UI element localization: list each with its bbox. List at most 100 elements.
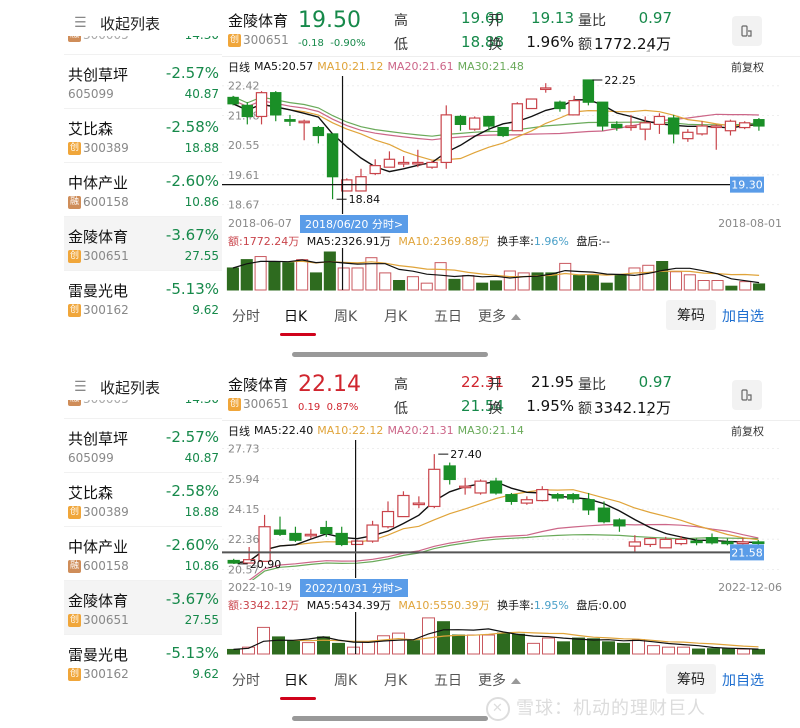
turnover-rate-value: 1.96% [533, 235, 569, 248]
stock-price: 10.86 [184, 195, 219, 209]
cursor-date-link[interactable]: 2018/06/20 分时> [300, 215, 409, 233]
watchlist-row[interactable]: 艾比森 -2.58% 创 300389 18.88 [64, 472, 222, 526]
watchlist-row[interactable]: 雷曼光电 -5.13% 创 300162 9.62 [64, 634, 222, 688]
stock-code-row: 创 300651 [68, 613, 129, 627]
watchlist-row[interactable]: 中体产业 -2.60% 融 600158 10.86 [64, 526, 222, 580]
tab-weekly-k[interactable]: 周K [334, 673, 358, 689]
tab-intraday[interactable]: 分时 [232, 309, 260, 325]
adjustment-toggle[interactable]: 前复权 [731, 425, 764, 438]
collapse-list-button[interactable]: ☰ 收起列表 [64, 372, 222, 402]
layout-toggle-button[interactable] [732, 16, 762, 46]
expand-corner-icon[interactable] [646, 48, 650, 52]
watchlist-row-partial[interactable]: 融 300005 14.30 [64, 400, 222, 416]
stock-code: 600158 [83, 195, 129, 209]
watchlist-row-partial[interactable]: 融 300005 14.30 [64, 36, 222, 52]
watchlist-row[interactable]: 中体产业 -2.60% 融 600158 10.86 [64, 162, 222, 216]
chinext-badge: 创 [68, 505, 81, 519]
chip-distribution-button[interactable]: 筹码 [666, 664, 716, 694]
tab-five-day[interactable]: 五日 [434, 309, 462, 325]
chinext-badge: 创 [68, 303, 81, 317]
open-label: 开 [488, 13, 502, 29]
turnover-rate-label: 换手率: [497, 599, 534, 612]
layout-toggle-button[interactable] [732, 380, 762, 410]
hidden-panel-edge [0, 364, 64, 728]
collapse-list-label: 收起列表 [100, 378, 161, 397]
add-to-watchlist-button[interactable]: 加自选 [722, 673, 764, 689]
stock-code-row: 融 600158 [68, 559, 129, 573]
svg-text:22.42: 22.42 [228, 80, 260, 93]
stock-name: 艾比森 [68, 484, 114, 502]
stock-name: 中体产业 [68, 174, 129, 192]
turnover-label: 换 [488, 37, 502, 53]
stock-code-row: 创 300651 [228, 33, 289, 47]
horizontal-scrollbar[interactable] [292, 352, 488, 357]
stock-code-row: 创 300162 [68, 303, 129, 317]
horizontal-scrollbar[interactable] [292, 716, 488, 721]
caret-up-icon [511, 678, 521, 684]
low-value: 21.54 [461, 397, 504, 415]
expand-corner-icon[interactable] [646, 412, 650, 416]
stock-code: 300389 [83, 141, 129, 155]
watchlist-row[interactable]: 艾比森 -2.58% 创 300389 18.88 [64, 108, 222, 162]
volume-amount: 额:1772.24万 [228, 235, 300, 248]
stock-price: 27.55 [184, 613, 219, 627]
add-to-watchlist-button[interactable]: 加自选 [722, 309, 764, 325]
svg-text:20.55: 20.55 [228, 139, 260, 152]
tab-weekly-k[interactable]: 周K [334, 309, 358, 325]
tab-daily-k[interactable]: 日K [284, 309, 308, 325]
candlestick-chart[interactable]: 27.73 25.94 24.15 22.36 20.57 21.58 27.40 20.90 [222, 440, 782, 580]
cursor-date-link[interactable]: 2022/10/31 分时> [300, 579, 409, 597]
stock-price: 18.88 [184, 505, 219, 519]
caret-up-icon [511, 314, 521, 320]
volume-chart[interactable] [222, 612, 782, 656]
date-end: 2018-08-01 [718, 217, 782, 230]
stock-code-row: 创 300651 [68, 249, 129, 263]
stock-change: -2.60% [165, 172, 219, 190]
chip-distribution-button[interactable]: 筹码 [666, 300, 716, 330]
stock-name: 共创草坪 [68, 66, 129, 84]
price-change: 0.19 0.87% [298, 402, 358, 413]
date-start: 2018-06-07 [228, 217, 292, 230]
watchlist-row[interactable]: 雷曼光电 -5.13% 创 300162 9.62 [64, 270, 222, 324]
watchlist-row[interactable]: 金陵体育 -3.67% 创 300651 27.55 [64, 216, 222, 270]
stock-code: 300651 [83, 249, 129, 263]
tab-monthly-k[interactable]: 月K [384, 309, 408, 325]
stock-name: 金陵体育 [228, 376, 289, 394]
stock-code: 300162 [83, 303, 129, 317]
watchlist-row[interactable]: 共创草坪 -2.57% 605099 40.87 [64, 418, 222, 472]
watchlist-sidebar: ☰ 收起列表 融 300005 14.30 共创草坪 -2.57% 605099 40… [64, 0, 222, 364]
volume-chart[interactable] [222, 248, 782, 292]
volume-ma5: MA5:2326.91万 [306, 235, 391, 248]
stock-panel-2018: ☰ 收起列表 融 300005 14.30 共创草坪 -2.57% 605099 40… [64, 0, 800, 364]
tab-daily-k[interactable]: 日K [284, 673, 308, 689]
svg-text:25.94: 25.94 [228, 473, 260, 486]
tab-more[interactable]: 更多 [478, 306, 521, 326]
ma-legend: 日线 MA5:20.57 MA10:21.12 MA20:21.61 MA30:… [222, 56, 800, 76]
tab-monthly-k[interactable]: 月K [384, 673, 408, 689]
tab-intraday[interactable]: 分时 [232, 673, 260, 689]
last-price: 22.14 [298, 372, 361, 397]
date-start: 2022-10-19 [228, 581, 292, 594]
amount-value: 1772.24万 [594, 35, 672, 53]
watchlist-row[interactable]: 金陵体育 -3.67% 创 300651 27.55 [64, 580, 222, 634]
chinext-badge: 创 [68, 249, 81, 263]
turnover-rate-label: 换手率: [497, 235, 534, 248]
stock-panel-2022: ☰ 收起列表 融 300005 14.30 共创草坪 -2.57% 605099 40… [0, 364, 800, 728]
phone-layout-icon [741, 25, 752, 37]
collapse-list-button[interactable]: ☰ 收起列表 [64, 8, 222, 38]
volume-ma5: MA5:5434.39万 [306, 599, 391, 612]
adjustment-toggle[interactable]: 前复权 [731, 61, 764, 74]
chinext-badge: 创 [228, 33, 241, 47]
ma20-value: MA20:21.61 [387, 60, 454, 73]
tab-five-day[interactable]: 五日 [434, 673, 462, 689]
volume-amount: 额:3342.12万 [228, 599, 300, 612]
collapse-list-label: 收起列表 [100, 14, 161, 33]
change-amount: -0.18 [298, 38, 324, 49]
ma30-value: MA30:21.48 [457, 60, 524, 73]
tab-more[interactable]: 更多 [478, 670, 521, 690]
watermark: ✕ 雪球：机动的理财巨人 [486, 694, 706, 721]
price-change: -0.18 -0.90% [298, 38, 366, 49]
chinext-badge: 创 [68, 613, 81, 627]
watchlist-row[interactable]: 共创草坪 -2.57% 605099 40.87 [64, 54, 222, 108]
